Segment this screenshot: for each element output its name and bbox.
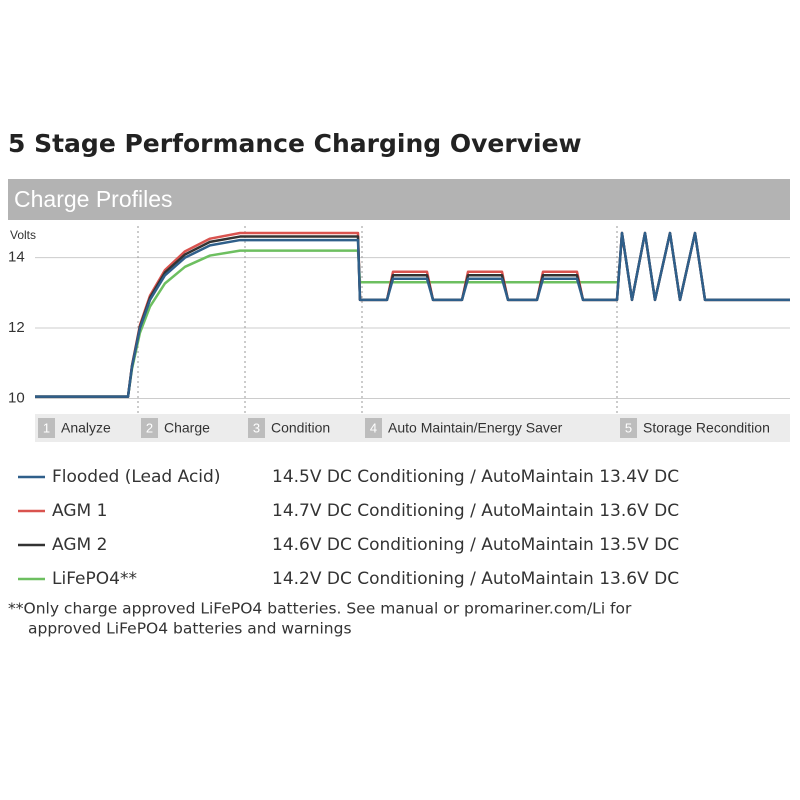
footnote-line: **Only charge approved LiFePO4 batteries…	[8, 600, 632, 618]
stage-label: Condition	[271, 420, 330, 436]
legend-description: 14.5V DC Conditioning / AutoMaintain 13.…	[272, 467, 679, 487]
stage-number: 2	[146, 420, 153, 435]
legend-name: AGM 2	[52, 535, 107, 555]
stage-number-box	[248, 418, 265, 438]
stage-number: 5	[625, 420, 632, 435]
y-tick-label: 14	[8, 249, 25, 266]
legend: Flooded (Lead Acid) 14.5V DC Conditioning…	[18, 467, 679, 589]
stages: 1 Analyze 2 Charge 3 Condition 4 Auto Maintain/…	[38, 418, 770, 438]
legend-description: 14.7V DC Conditioning / AutoMaintain 13.…	[272, 501, 679, 521]
lines	[35, 231, 790, 398]
stage-number-box	[365, 418, 382, 438]
stage-number: 1	[43, 420, 50, 435]
chart-subtitle: Charge Profiles	[14, 186, 173, 212]
legend-name: LiFePO4**	[52, 569, 137, 589]
stage-number-box	[38, 418, 55, 438]
y-axis-label: Volts	[10, 228, 36, 242]
stage-separators	[137, 226, 618, 442]
stage-label: Charge	[164, 420, 210, 436]
legend-description: 14.6V DC Conditioning / AutoMaintain 13.…	[272, 535, 679, 555]
legend-name: Flooded (Lead Acid)	[52, 467, 220, 487]
y-tick-label: 10	[8, 389, 25, 406]
stage-number-box	[141, 418, 158, 438]
series-line	[35, 231, 790, 398]
stage-label: Storage Recondition	[643, 420, 770, 436]
chart-title: 5 Stage Performance Charging Overview	[8, 129, 582, 158]
stage-label: Analyze	[61, 420, 111, 436]
legend-description: 14.2V DC Conditioning / AutoMaintain 13.…	[272, 569, 679, 589]
legend-name: AGM 1	[52, 501, 107, 521]
stage-number-box	[620, 418, 637, 438]
y-tick-label: 12	[8, 319, 25, 336]
series-line	[35, 249, 617, 398]
stage-label: Auto Maintain/Energy Saver	[388, 420, 563, 436]
footnote: **Only charge approved LiFePO4 batteries…	[8, 600, 632, 638]
footnote-line: approved LiFePO4 batteries and warnings	[28, 620, 352, 638]
banner	[8, 179, 790, 220]
stage-number: 4	[370, 420, 377, 435]
stage-number: 3	[253, 420, 260, 435]
stage-bar	[35, 414, 790, 442]
